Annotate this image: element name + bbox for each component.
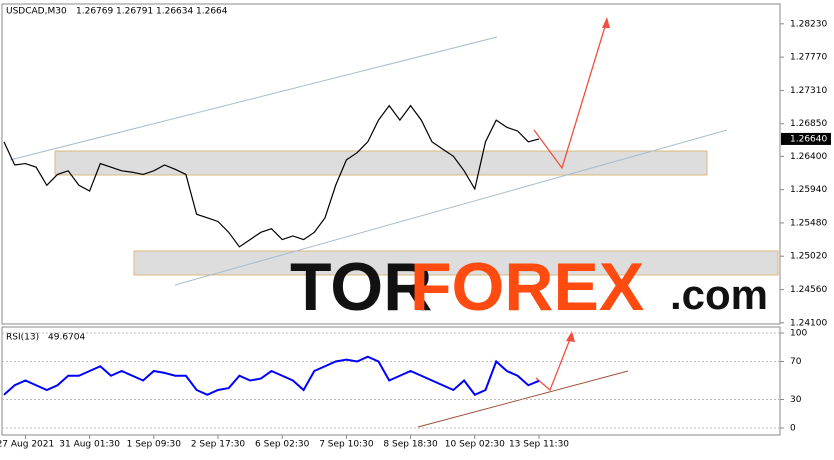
forecast-arrow xyxy=(535,333,573,392)
x-tick-label: 7 Sep 10:30 xyxy=(319,440,374,450)
y-tick-label: 100 xyxy=(790,329,807,339)
ohlc-value: 1.26769 xyxy=(76,7,113,17)
x-tick-label: 10 Sep 02:30 xyxy=(445,440,505,450)
series-line xyxy=(3,355,540,396)
y-tick-label: 1.24560 xyxy=(790,285,827,295)
x-tick-label: 31 Aug 01:30 xyxy=(59,440,120,450)
price-panel xyxy=(1,3,781,325)
series-line xyxy=(3,104,540,248)
forecast-arrow xyxy=(533,19,608,170)
trend-line xyxy=(9,36,498,161)
y-tick-label: 1.26400 xyxy=(790,152,827,162)
x-tick-label: 8 Sep 18:30 xyxy=(383,440,438,450)
rsi-title: RSI(13) xyxy=(6,333,39,343)
x-tick-label: 6 Sep 02:30 xyxy=(255,440,310,450)
watermark: .com xyxy=(670,271,768,318)
ohlc-value: 1.2664 xyxy=(196,7,228,17)
zone xyxy=(54,150,708,176)
zone xyxy=(133,250,779,276)
arrow-head xyxy=(566,331,575,342)
last-price-label: 1.26640 xyxy=(790,134,827,144)
trend-line xyxy=(174,129,728,286)
symbol: USDCAD,M30 xyxy=(6,7,67,17)
y-tick-label: 1.28230 xyxy=(790,19,827,29)
rsi-value: 49.6704 xyxy=(48,333,85,343)
y-tick-label: 30 xyxy=(790,395,802,405)
x-tick-label: 13 Sep 11:30 xyxy=(509,440,569,450)
x-tick-label: 1 Sep 09:30 xyxy=(127,440,182,450)
y-tick-label: 1.27770 xyxy=(790,53,827,63)
ohlc-value: 1.26791 xyxy=(116,7,153,17)
y-tick-label: 1.24100 xyxy=(790,318,827,328)
watermark: TOR xyxy=(290,249,432,325)
x-tick-label: 2 Sep 17:30 xyxy=(191,440,246,450)
rsi-panel xyxy=(1,326,781,436)
y-tick-label: 1.25940 xyxy=(790,185,827,195)
y-tick-label: 1.26850 xyxy=(790,119,827,129)
y-tick-label: 1.25480 xyxy=(790,218,827,228)
x-tick-label: 27 Aug 2021 xyxy=(0,440,54,450)
last-price-box xyxy=(781,132,831,145)
y-tick-label: 0 xyxy=(790,424,796,434)
ohlc-value: 1.26634 xyxy=(156,7,193,17)
y-tick-label: 1.25020 xyxy=(790,252,827,262)
watermark: FOREX xyxy=(410,249,644,325)
y-tick-label: 70 xyxy=(790,357,802,367)
y-tick-label: 1.27310 xyxy=(790,86,827,96)
arrow-head xyxy=(602,17,610,28)
